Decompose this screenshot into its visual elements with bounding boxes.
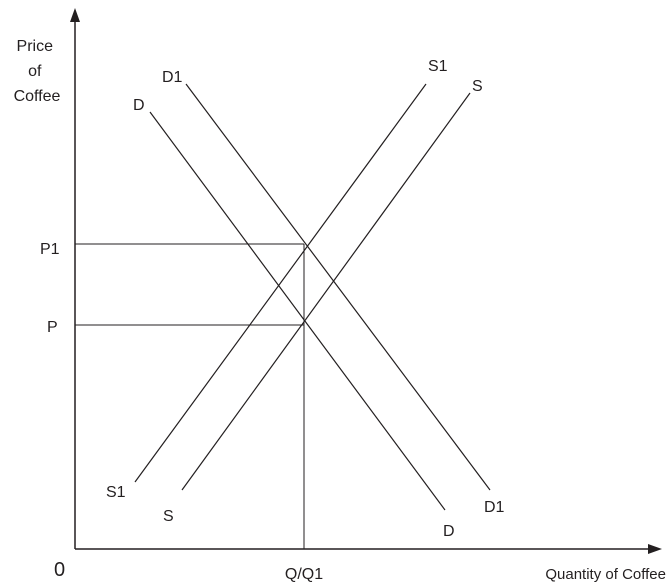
price-axis-label: Price of Coffee (14, 38, 61, 105)
curve-label-s1-bottom: S1 (106, 484, 126, 501)
price-axis-arrowhead (70, 8, 80, 22)
curve-label-d1-bottom: D1 (484, 499, 505, 516)
quantity-axis-label: Quantity of Coffee (545, 566, 666, 583)
supply-curve-s (181, 92, 471, 491)
price-label-p1: P1 (40, 241, 60, 258)
curve-label-d1-top: D1 (162, 69, 183, 86)
origin-label: 0 (54, 559, 65, 581)
quantity-label-q-q1: Q/Q1 (285, 566, 323, 583)
demand-curve-d (149, 111, 446, 511)
supply-curve-s1 (134, 83, 427, 483)
curve-label-d-top: D (133, 97, 145, 114)
curve-label-d-bottom: D (443, 523, 455, 540)
curve-label-s-bottom: S (163, 508, 174, 525)
curve-label-s1-top: S1 (428, 58, 448, 75)
price-label-p: P (47, 319, 58, 336)
demand-curve-d1 (185, 83, 491, 491)
curve-label-s-top: S (472, 78, 483, 95)
quantity-axis-arrowhead (648, 544, 662, 554)
